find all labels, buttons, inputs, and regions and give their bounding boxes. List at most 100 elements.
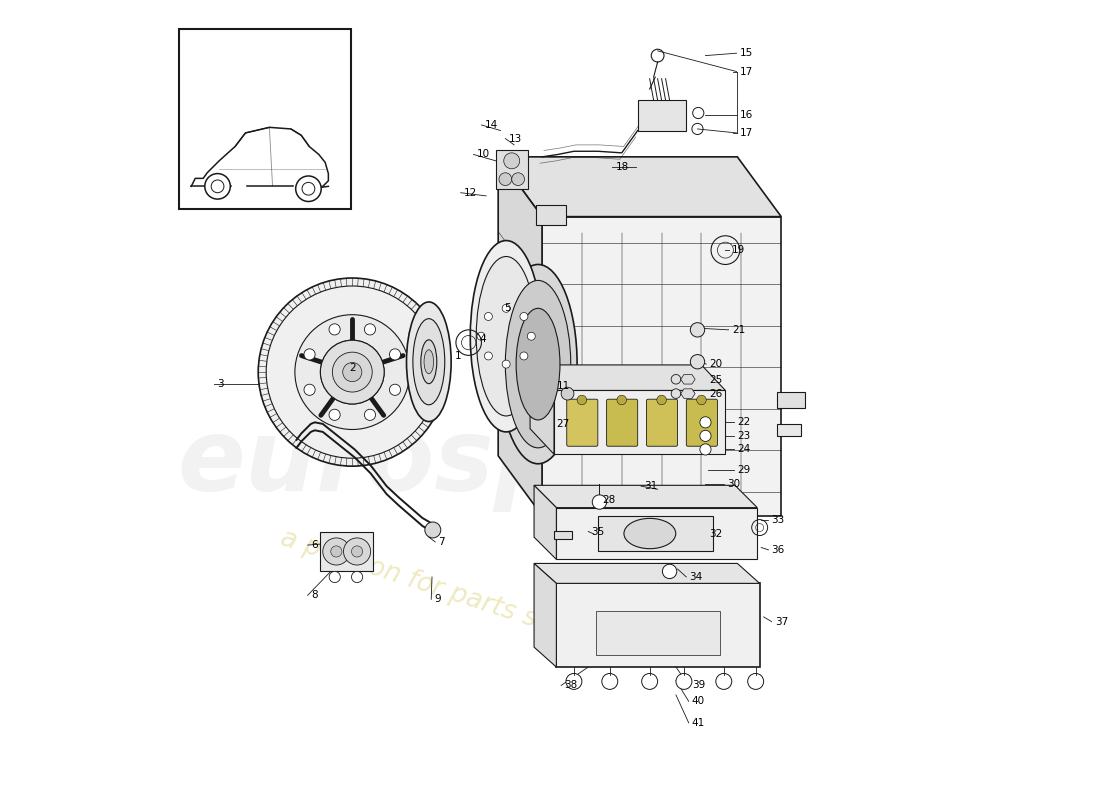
Circle shape (331, 546, 342, 557)
Polygon shape (638, 100, 685, 130)
Circle shape (343, 538, 371, 565)
Ellipse shape (499, 265, 578, 464)
Polygon shape (535, 563, 557, 667)
Polygon shape (320, 531, 373, 571)
Circle shape (602, 674, 618, 690)
Text: 2: 2 (349, 363, 355, 373)
Circle shape (352, 546, 363, 557)
Circle shape (716, 674, 732, 690)
Circle shape (691, 322, 705, 337)
Circle shape (520, 352, 528, 360)
Circle shape (657, 395, 667, 405)
Circle shape (671, 374, 681, 384)
Circle shape (676, 674, 692, 690)
Polygon shape (681, 374, 695, 384)
Text: 23: 23 (737, 431, 750, 441)
Text: a passion for parts since 1985: a passion for parts since 1985 (277, 526, 663, 674)
Polygon shape (498, 157, 542, 515)
Ellipse shape (471, 241, 542, 432)
Circle shape (578, 395, 586, 405)
Polygon shape (778, 392, 805, 408)
Ellipse shape (624, 518, 675, 549)
Circle shape (484, 313, 493, 321)
Text: 26: 26 (710, 389, 723, 398)
FancyBboxPatch shape (179, 30, 351, 209)
Circle shape (617, 395, 627, 405)
Circle shape (565, 674, 582, 690)
Circle shape (205, 174, 230, 199)
Text: 36: 36 (771, 545, 785, 555)
Circle shape (211, 180, 224, 193)
Circle shape (691, 354, 705, 369)
Circle shape (258, 278, 447, 466)
Polygon shape (535, 563, 760, 583)
Polygon shape (557, 508, 757, 559)
Polygon shape (535, 486, 557, 559)
Circle shape (700, 430, 711, 442)
Text: 11: 11 (557, 381, 570, 390)
Text: 12: 12 (464, 188, 477, 198)
Text: 8: 8 (311, 590, 318, 600)
Circle shape (352, 571, 363, 582)
Polygon shape (542, 217, 781, 515)
Circle shape (389, 384, 400, 395)
Text: 14: 14 (485, 120, 498, 130)
Text: 27: 27 (557, 419, 570, 429)
Text: 3: 3 (217, 379, 223, 389)
Polygon shape (530, 365, 554, 454)
Circle shape (343, 362, 362, 382)
Ellipse shape (407, 302, 451, 422)
Ellipse shape (412, 318, 444, 405)
Text: 34: 34 (690, 572, 703, 582)
Circle shape (527, 332, 536, 340)
Circle shape (520, 313, 528, 321)
Circle shape (696, 395, 706, 405)
Circle shape (296, 176, 321, 202)
Polygon shape (778, 424, 801, 436)
Text: 9: 9 (434, 594, 441, 604)
Text: 40: 40 (692, 696, 705, 706)
Circle shape (322, 538, 350, 565)
Circle shape (503, 304, 510, 312)
Text: 17: 17 (739, 66, 754, 77)
Circle shape (329, 324, 340, 335)
Polygon shape (554, 390, 725, 454)
Text: 17: 17 (739, 128, 754, 138)
Polygon shape (496, 150, 528, 189)
Circle shape (304, 384, 316, 395)
Polygon shape (498, 157, 781, 217)
Polygon shape (557, 583, 760, 667)
Circle shape (329, 410, 340, 420)
Circle shape (503, 360, 510, 368)
Polygon shape (681, 389, 695, 398)
Polygon shape (596, 611, 719, 655)
Ellipse shape (476, 257, 536, 416)
Text: 31: 31 (645, 481, 658, 491)
Text: 24: 24 (737, 445, 750, 454)
Text: 4: 4 (480, 334, 486, 344)
Circle shape (499, 173, 512, 186)
Ellipse shape (505, 281, 571, 448)
FancyBboxPatch shape (686, 399, 717, 446)
Ellipse shape (421, 340, 437, 384)
Circle shape (484, 352, 493, 360)
Text: 22: 22 (737, 418, 750, 427)
Polygon shape (535, 486, 757, 508)
Circle shape (425, 522, 441, 538)
Circle shape (700, 444, 711, 455)
Text: 6: 6 (311, 540, 318, 550)
Circle shape (662, 564, 676, 578)
Text: 13: 13 (508, 134, 521, 143)
Text: 7: 7 (439, 537, 446, 547)
Circle shape (700, 417, 711, 428)
Circle shape (512, 173, 525, 186)
Text: 25: 25 (710, 375, 723, 385)
Circle shape (748, 674, 763, 690)
Text: 29: 29 (737, 465, 750, 475)
Text: 37: 37 (774, 617, 788, 626)
Text: eurospar: eurospar (178, 415, 683, 512)
Text: 20: 20 (710, 359, 723, 369)
FancyBboxPatch shape (647, 399, 678, 446)
Circle shape (302, 182, 315, 195)
Text: 41: 41 (692, 718, 705, 728)
